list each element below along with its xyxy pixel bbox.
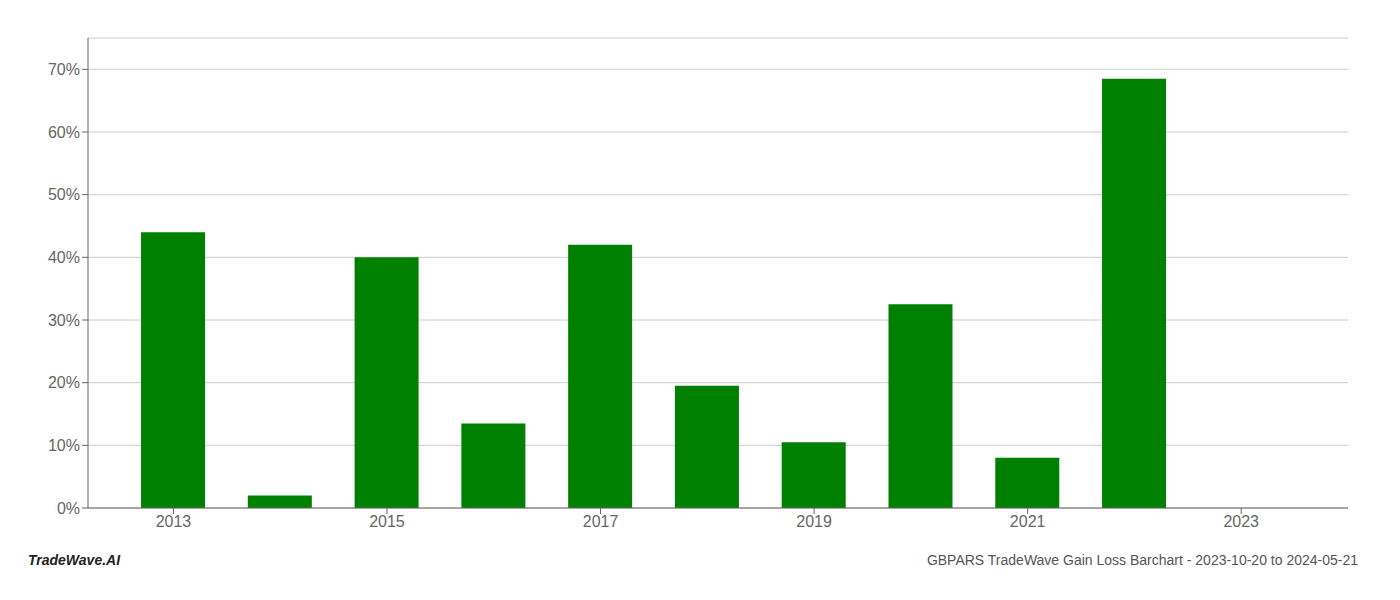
svg-text:0%: 0%: [57, 500, 80, 517]
svg-text:70%: 70%: [48, 61, 80, 78]
svg-text:2015: 2015: [369, 513, 405, 530]
svg-text:20%: 20%: [48, 374, 80, 391]
svg-text:10%: 10%: [48, 437, 80, 454]
svg-text:2013: 2013: [156, 513, 192, 530]
svg-text:50%: 50%: [48, 186, 80, 203]
svg-text:40%: 40%: [48, 249, 80, 266]
svg-text:2017: 2017: [583, 513, 619, 530]
html-text:TradeWave.AI: TradeWave.AI: [28, 552, 121, 568]
svg-text:2023: 2023: [1223, 513, 1259, 530]
svg-text:2019: 2019: [796, 513, 832, 530]
svg-text:2021: 2021: [1010, 513, 1046, 530]
html-text:GBPARS TradeWave Gain Loss Bar: GBPARS TradeWave Gain Loss Barchart - 20…: [926, 552, 1358, 568]
svg-text:30%: 30%: [48, 312, 80, 329]
svg-text:60%: 60%: [48, 124, 80, 141]
